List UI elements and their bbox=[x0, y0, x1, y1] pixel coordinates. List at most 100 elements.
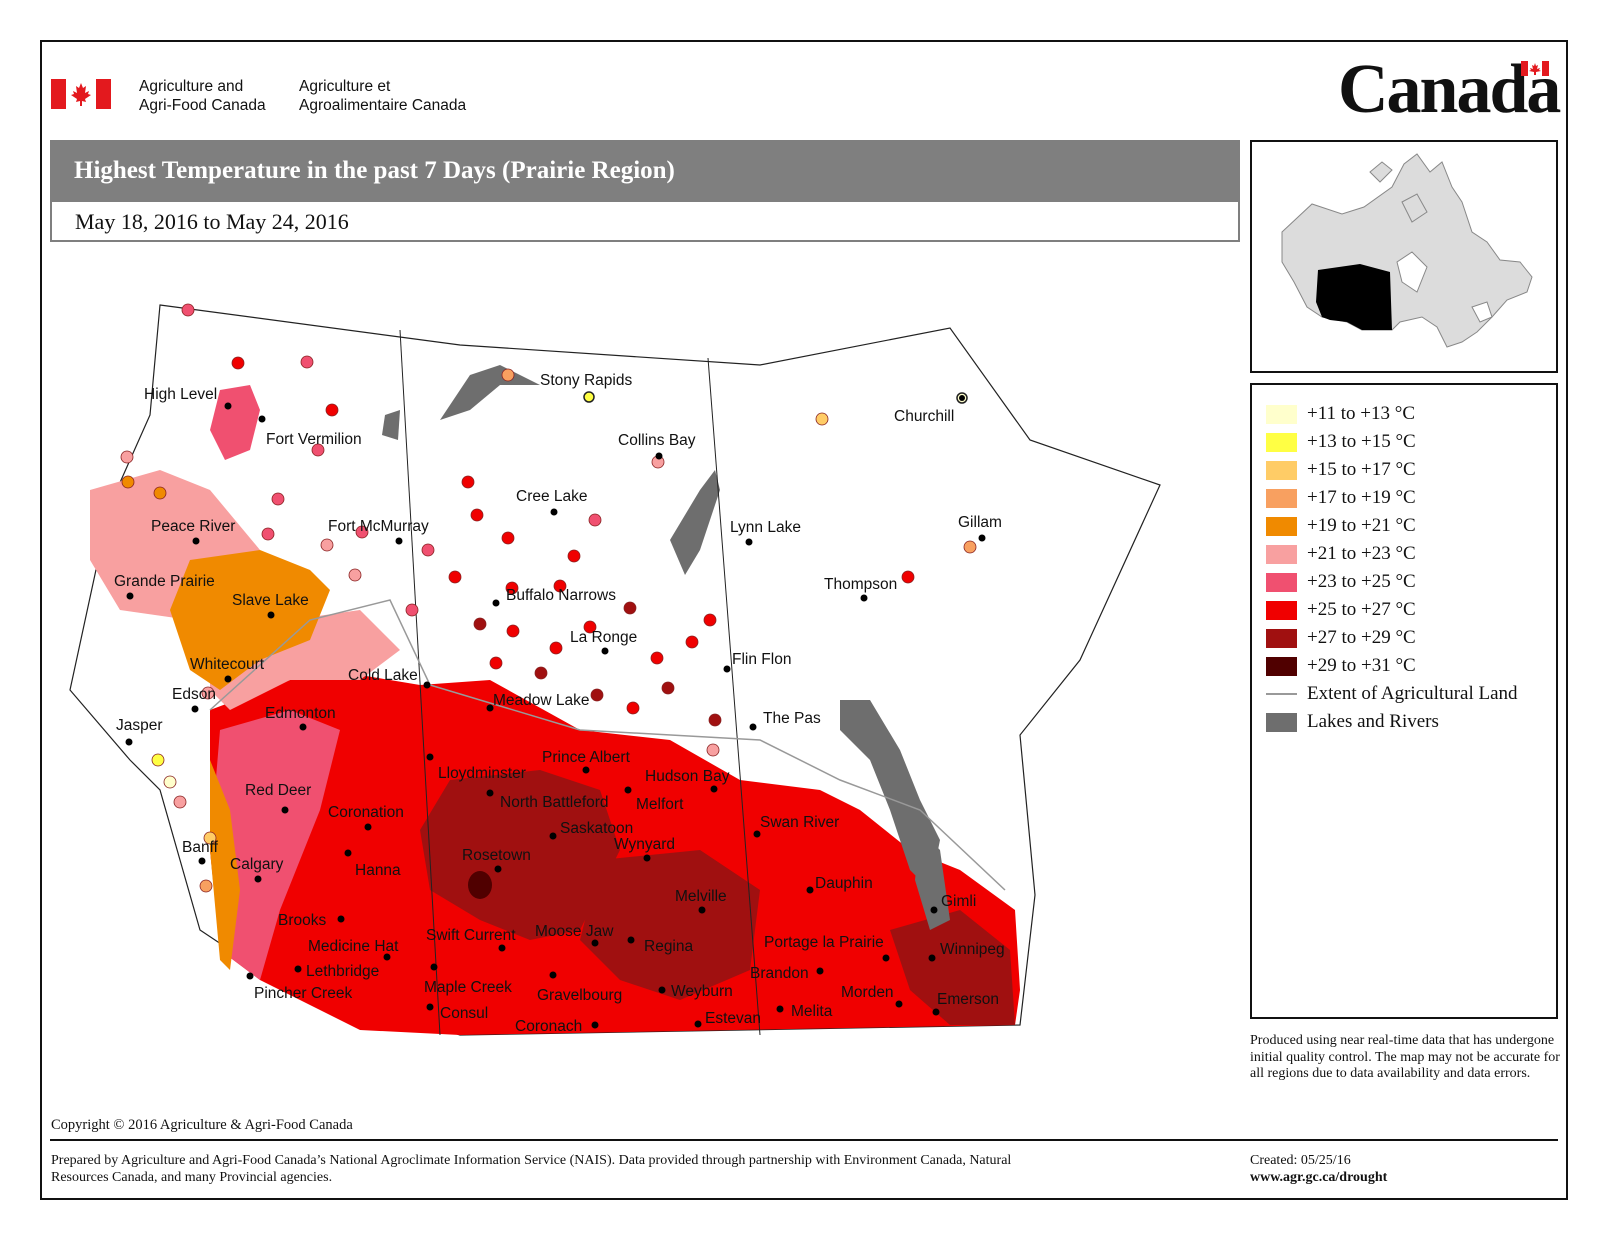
city-label: Saskatoon bbox=[560, 820, 633, 837]
station-dot bbox=[121, 475, 135, 489]
city-label: Fort Vermilion bbox=[266, 431, 362, 448]
drought-url-link[interactable]: www.agr.gc.ca/drought bbox=[1250, 1169, 1388, 1185]
station-dot bbox=[815, 412, 829, 426]
agricultural-extent-line bbox=[209, 599, 1006, 891]
station-dot bbox=[203, 831, 217, 845]
station-dot bbox=[300, 355, 314, 369]
lake-claire bbox=[382, 410, 400, 440]
station-dot bbox=[470, 508, 484, 522]
city-dot bbox=[723, 665, 731, 673]
city-label: Whitecourt bbox=[190, 656, 265, 673]
station-dot bbox=[120, 450, 134, 464]
alberta-saskatchewan-border bbox=[399, 329, 441, 1036]
legend-label: +11 to +13 °C bbox=[1307, 403, 1416, 424]
station-dot bbox=[553, 579, 567, 593]
city-label: Portage la Prairie bbox=[764, 934, 884, 951]
city-dot bbox=[978, 534, 986, 542]
data-quality-note: Produced using near real-time data that … bbox=[1250, 1033, 1560, 1081]
station-markers bbox=[120, 303, 977, 893]
heat-zone-19-21-foothills bbox=[210, 760, 240, 970]
legend-label: +25 to +27 °C bbox=[1307, 599, 1416, 620]
city-dot bbox=[550, 508, 558, 516]
city-label: Gillam bbox=[958, 514, 1002, 531]
station-dot bbox=[706, 743, 720, 757]
city-dot bbox=[698, 906, 706, 914]
city-label: Moose Jaw bbox=[535, 923, 614, 940]
department-en-line-1: Agriculture and bbox=[139, 78, 244, 95]
station-dot bbox=[501, 531, 515, 545]
city-dot bbox=[337, 915, 345, 923]
legend-item: +29 to +31 °C bbox=[1266, 655, 1556, 677]
station-dot bbox=[901, 570, 915, 584]
city-dot bbox=[643, 854, 651, 862]
legend-item-lakes: Lakes and Rivers bbox=[1266, 711, 1556, 733]
city-label: Winnipeg bbox=[940, 941, 1005, 958]
city-dot bbox=[749, 723, 757, 731]
station-dot bbox=[461, 475, 475, 489]
station-dot bbox=[590, 688, 604, 702]
station-dot bbox=[271, 492, 285, 506]
station-dot bbox=[153, 486, 167, 500]
department-name-en: Agriculture and Agri-Food Canada bbox=[139, 77, 266, 115]
city-label: Edson bbox=[172, 686, 216, 703]
legend-swatch bbox=[1266, 461, 1297, 480]
station-dot bbox=[703, 613, 717, 627]
city-dot bbox=[258, 415, 266, 423]
legend-swatch bbox=[1266, 573, 1297, 592]
station-dot bbox=[173, 795, 187, 809]
city-label: Lloydminster bbox=[438, 765, 526, 782]
station-dot bbox=[261, 527, 275, 541]
created-date: Created: 05/25/16 bbox=[1250, 1153, 1351, 1168]
heat-zone-23-25-north bbox=[210, 385, 260, 460]
footer-divider bbox=[50, 1139, 1558, 1141]
station-dot bbox=[448, 570, 462, 584]
legend-label: Extent of Agricultural Land bbox=[1307, 683, 1518, 704]
legend-item-agri-line: Extent of Agricultural Land bbox=[1266, 683, 1556, 705]
city-label: Regina bbox=[644, 938, 693, 955]
station-dot bbox=[505, 581, 519, 595]
station-dot bbox=[405, 603, 419, 617]
city-dot bbox=[344, 849, 352, 857]
city-dot bbox=[430, 963, 438, 971]
legend-label: Lakes and Rivers bbox=[1307, 711, 1439, 732]
station-dot bbox=[534, 666, 548, 680]
prepared-by: Prepared by Agriculture and Agri-Food Ca… bbox=[51, 1153, 1012, 1185]
city-dot bbox=[710, 785, 718, 793]
city-dot bbox=[882, 954, 890, 962]
city-label: Hanna bbox=[355, 862, 401, 879]
city-label: Collins Bay bbox=[618, 432, 696, 449]
station-dot bbox=[661, 681, 675, 695]
city-label: Thompson bbox=[824, 576, 897, 593]
canada-inset-map bbox=[1250, 140, 1558, 373]
city-dot bbox=[928, 954, 936, 962]
legend-label: +15 to +17 °C bbox=[1307, 459, 1416, 480]
station-dot bbox=[231, 356, 245, 370]
map-title: Highest Temperature in the past 7 Days (… bbox=[50, 140, 1240, 202]
city-label: Morden bbox=[841, 984, 894, 1001]
city-dot bbox=[776, 1005, 784, 1013]
city-label: Cree Lake bbox=[516, 488, 588, 505]
station-dot bbox=[963, 540, 977, 554]
city-dot bbox=[959, 395, 965, 401]
city-dot bbox=[658, 986, 666, 994]
city-dot bbox=[753, 830, 761, 838]
station-dot bbox=[151, 753, 165, 767]
city-label: Melville bbox=[675, 888, 727, 905]
city-dot bbox=[125, 738, 133, 746]
station-dot bbox=[623, 601, 637, 615]
station-dot bbox=[199, 879, 213, 893]
legend-label: +19 to +21 °C bbox=[1307, 515, 1416, 536]
canada-flag-icon bbox=[51, 79, 111, 109]
city-label: Prince Albert bbox=[542, 749, 631, 766]
lake-winnipegosis bbox=[840, 700, 940, 890]
city-label: Buffalo Narrows bbox=[506, 587, 616, 604]
heat-zone-27-29 bbox=[420, 770, 620, 940]
city-label: Rosetown bbox=[462, 847, 531, 864]
city-label: Maple Creek bbox=[424, 979, 512, 996]
legend-item: +21 to +23 °C bbox=[1266, 543, 1556, 565]
lake-manitoba bbox=[915, 830, 950, 930]
legend-swatch bbox=[1266, 489, 1297, 508]
city-dot bbox=[694, 1020, 702, 1028]
city-label: Estevan bbox=[705, 1010, 761, 1027]
canada-locator-map bbox=[1281, 153, 1533, 348]
